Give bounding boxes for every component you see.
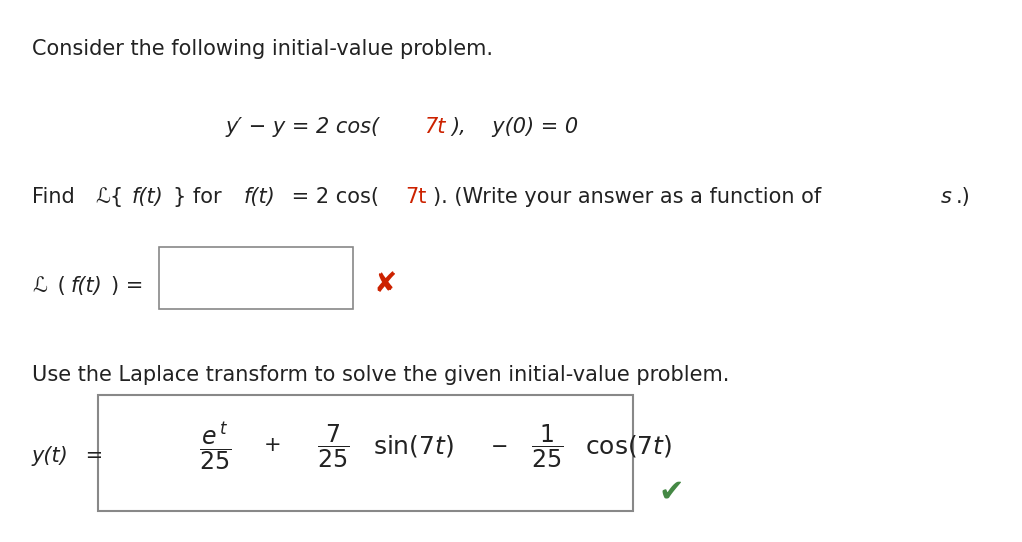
Text: $\dfrac{7}{25}$: $\dfrac{7}{25}$ [317, 423, 349, 470]
Text: ). (Write your answer as a function of: ). (Write your answer as a function of [433, 188, 828, 208]
Text: ) =: ) = [111, 276, 143, 296]
Text: 7t: 7t [424, 117, 446, 137]
Text: $\mathrm{cos}(7t)$: $\mathrm{cos}(7t)$ [586, 433, 672, 459]
Text: ✘: ✘ [373, 270, 397, 299]
Text: ✔: ✔ [659, 478, 685, 507]
Text: =: = [80, 446, 103, 466]
Text: f(t): f(t) [132, 188, 164, 208]
FancyBboxPatch shape [98, 395, 634, 511]
Text: s: s [941, 188, 953, 208]
Text: f(t): f(t) [71, 276, 102, 296]
Text: 7t: 7t [406, 188, 427, 208]
Text: (: ( [51, 276, 66, 296]
Text: y(t): y(t) [32, 446, 68, 466]
Text: $\dfrac{e^{\,t}}{25}$: $\dfrac{e^{\,t}}{25}$ [199, 421, 231, 472]
Text: y′ − y = 2 cos(: y′ − y = 2 cos( [226, 117, 380, 137]
Text: .): .) [956, 188, 970, 208]
Text: Find: Find [32, 188, 82, 208]
Text: $\dfrac{1}{25}$: $\dfrac{1}{25}$ [530, 423, 563, 470]
Text: } for: } for [173, 188, 228, 208]
Text: f(t): f(t) [244, 188, 276, 208]
Text: = 2 cos(: = 2 cos( [285, 188, 379, 208]
Text: $-$: $-$ [491, 435, 507, 455]
Text: Use the Laplace transform to solve the given initial-value problem.: Use the Laplace transform to solve the g… [32, 365, 730, 385]
Text: ℒ: ℒ [32, 276, 47, 296]
Text: $+$: $+$ [263, 435, 280, 455]
Text: ),    y(0) = 0: ), y(0) = 0 [452, 117, 578, 137]
Text: Consider the following initial-value problem.: Consider the following initial-value pro… [32, 39, 493, 59]
FancyBboxPatch shape [159, 247, 353, 309]
Text: $\mathrm{sin}(7t)$: $\mathrm{sin}(7t)$ [373, 433, 455, 459]
Text: ℒ{: ℒ{ [95, 188, 124, 208]
